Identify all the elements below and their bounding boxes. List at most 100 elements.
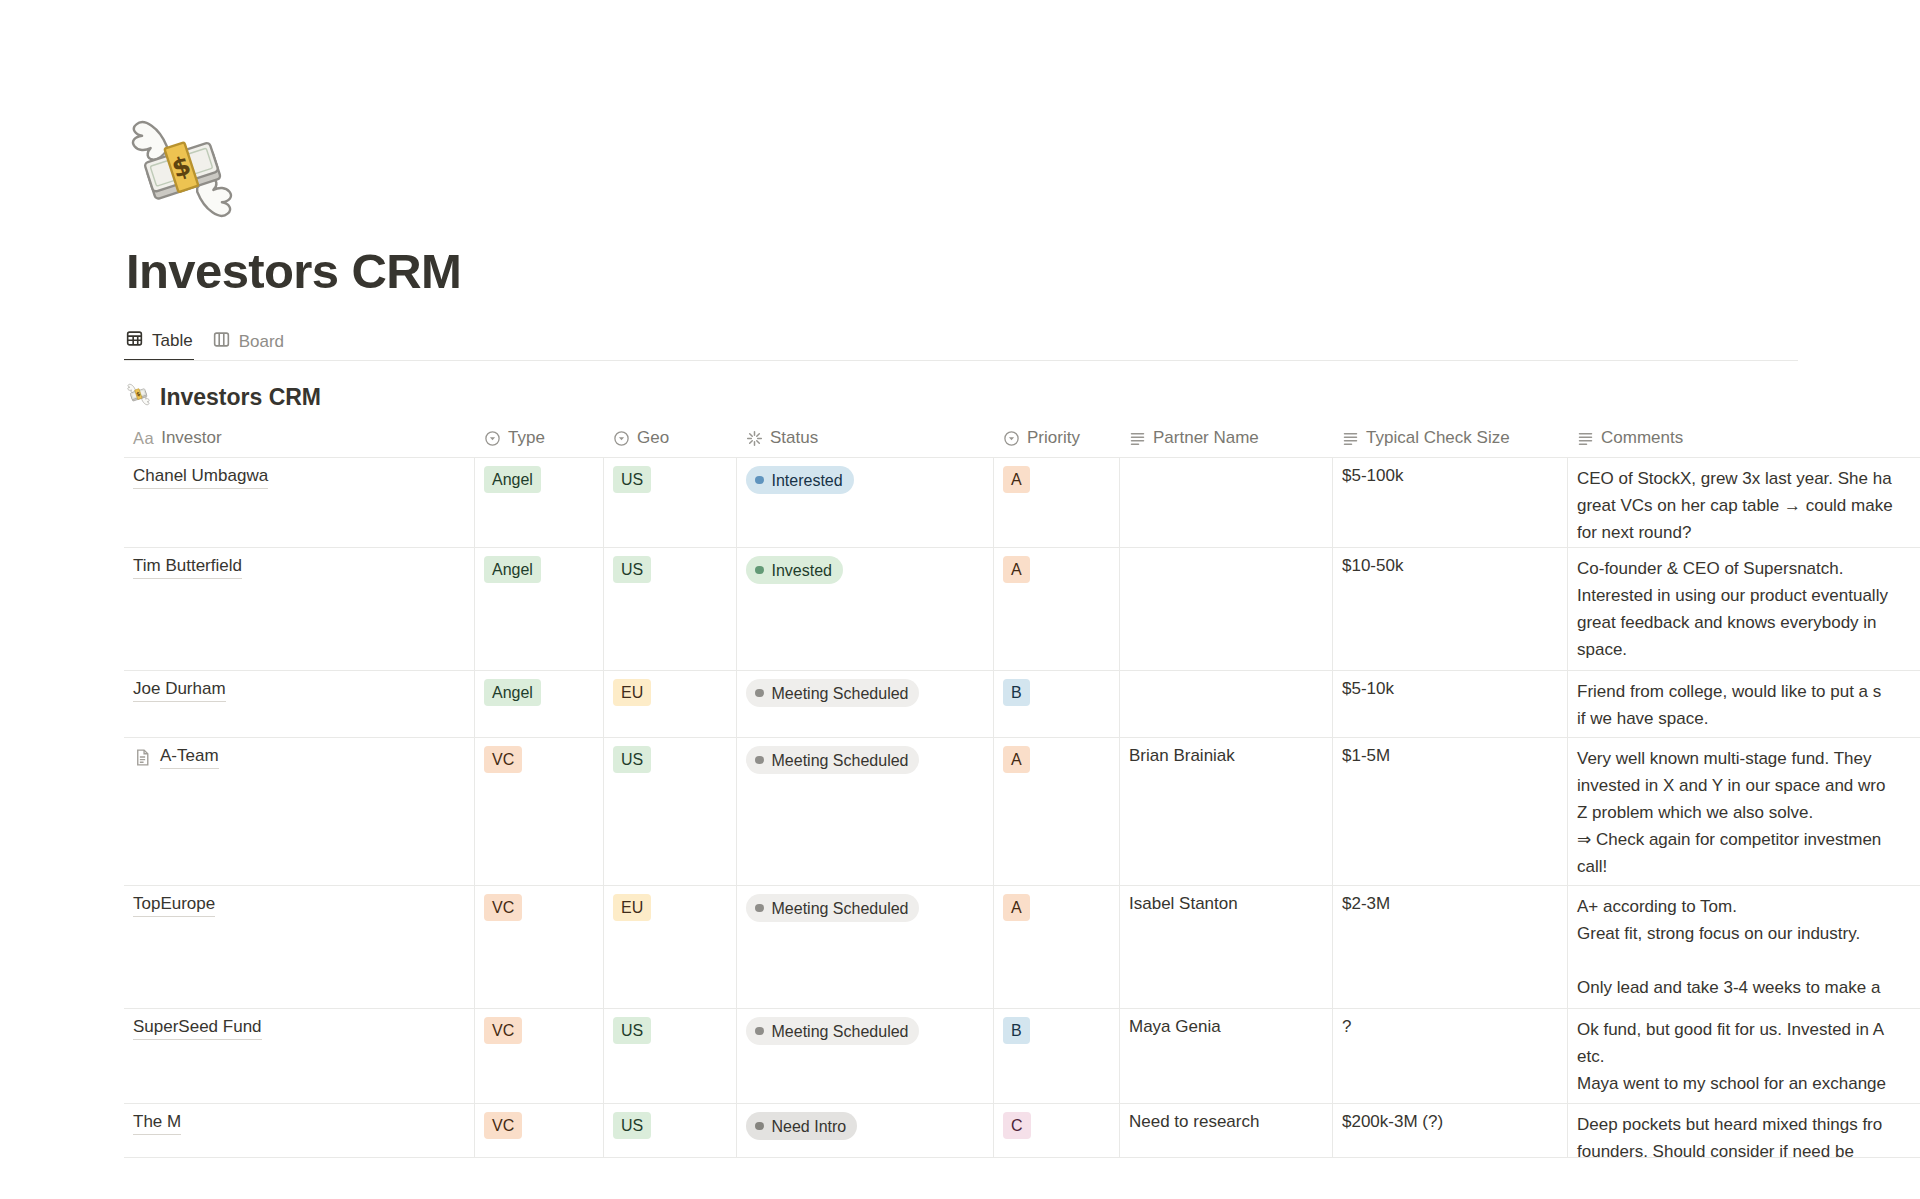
priority-cell[interactable]: A [994,738,1120,885]
type-cell[interactable]: Angel [475,548,604,670]
geo-cell[interactable]: US [604,458,737,547]
investor-cell[interactable]: TopEurope [124,886,475,1008]
status-cell[interactable]: Meeting Scheduled [737,1009,994,1103]
bottom-mask [0,1158,1920,1199]
status-cell[interactable]: Meeting Scheduled [737,671,994,737]
geo-cell[interactable]: EU [604,671,737,737]
partner-name-cell[interactable]: Isabel Stanton [1120,886,1333,1008]
investor-cell[interactable]: Tim Butterfield [124,548,475,670]
comments-cell[interactable]: A+ according to Tom.Great fit, strong fo… [1568,886,1920,1008]
priority-cell[interactable]: B [994,671,1120,737]
status-label: Need Intro [772,1116,847,1137]
geo-cell[interactable]: US [604,1009,737,1103]
column-header-typical-check-size[interactable]: Typical Check Size [1333,419,1568,457]
partner-name: Need to research [1129,1112,1259,1131]
status-dot [755,689,764,698]
table-row: TopEurope VC EUMeeting ScheduledAIsabel St… [124,886,1920,1009]
comment-line: Ok fund, but good fit for us. Invested i… [1577,1016,1920,1043]
comment-line: Great fit, strong focus on our industry. [1577,920,1920,947]
check-size-cell[interactable]: $10-50k [1333,548,1568,670]
investor-cell[interactable]: A-Team [124,738,475,885]
table-view-icon [125,329,144,353]
column-header-status[interactable]: Status [737,419,994,457]
investor-name: Chanel Umbagwa [133,466,268,489]
status-label: Interested [772,470,843,491]
tab-board[interactable]: Board [211,322,285,361]
priority-cell[interactable]: A [994,458,1120,547]
check-size-cell[interactable]: $5-10k [1333,671,1568,737]
column-header-label: Status [770,428,818,448]
column-header-label: Geo [637,428,669,448]
check-size-cell[interactable]: $5-100k [1333,458,1568,547]
geo-cell[interactable]: US [604,548,737,670]
type-cell[interactable]: VC [475,1009,604,1103]
status-label: Invested [772,560,832,581]
collection-title[interactable]: $ Investors CRM [126,382,321,413]
status-cell[interactable]: Meeting Scheduled [737,738,994,885]
column-header-investor[interactable]: AaInvestor [124,419,475,457]
partner-name-cell[interactable] [1120,458,1333,547]
check-size-cell[interactable]: ? [1333,1009,1568,1103]
check-size-value: $5-10k [1342,679,1394,698]
column-header-label: Priority [1027,428,1080,448]
type-tag: VC [484,894,522,921]
type-cell[interactable]: VC [475,886,604,1008]
partner-name-cell[interactable]: Brian Brainiak [1120,738,1333,885]
partner-name-cell[interactable]: Maya Genia [1120,1009,1333,1103]
type-cell[interactable]: Angel [475,458,604,547]
comments-cell[interactable]: Ok fund, but good fit for us. Invested i… [1568,1009,1920,1103]
comments-cell[interactable]: Very well known multi-stage fund. Theyin… [1568,738,1920,885]
money-with-wings-icon[interactable]: $ [125,112,239,226]
geo-cell[interactable]: EU [604,886,737,1008]
status-cell[interactable]: Invested [737,548,994,670]
tab-table[interactable]: Table [124,322,194,361]
investor-name: Tim Butterfield [133,556,242,579]
column-header-partner-name[interactable]: Partner Name [1120,419,1333,457]
comments-cell[interactable]: Friend from college, would like to put a… [1568,671,1920,737]
partner-name-cell[interactable] [1120,548,1333,670]
geo-cell[interactable]: US [604,738,737,885]
comment-line: Deep pockets but heard mixed things fro [1577,1111,1920,1138]
comment-line: great feedback and knows everybody in [1577,609,1920,636]
investors-table: AaInvestorType Geo Status Priority Partner N… [124,419,1920,1174]
comment-line: etc. [1577,1043,1920,1070]
type-cell[interactable]: Angel [475,671,604,737]
type-tag: VC [484,1112,522,1139]
column-header-comments[interactable]: Comments [1568,419,1920,457]
investor-title[interactable]: Tim Butterfield [133,556,242,579]
investor-cell[interactable]: Chanel Umbagwa [124,458,475,547]
investor-cell[interactable]: SuperSeed Fund [124,1009,475,1103]
investor-cell[interactable]: Joe Durham [124,671,475,737]
comment-line: if we have space. [1577,705,1920,732]
geo-tag: US [613,466,651,493]
geo-tag: EU [613,679,651,706]
investor-title[interactable]: The M [133,1112,181,1135]
status-cell[interactable]: Interested [737,458,994,547]
status-dot [755,476,764,485]
type-cell[interactable]: VC [475,738,604,885]
priority-tag: C [1003,1112,1031,1139]
tabs-divider [124,360,1798,361]
investor-title[interactable]: SuperSeed Fund [133,1017,262,1040]
column-header-type[interactable]: Type [475,419,604,457]
column-header-priority[interactable]: Priority [994,419,1120,457]
comments-cell[interactable]: Co-founder & CEO of Supersnatch.Interest… [1568,548,1920,670]
page-title[interactable]: Investors CRM [126,243,461,299]
column-header-geo[interactable]: Geo [604,419,737,457]
comment-line: ⇒ Check again for competitor investmen [1577,826,1920,853]
text-icon [1342,430,1359,447]
priority-tag: A [1003,556,1030,583]
geo-tag: US [613,746,651,773]
investor-title[interactable]: TopEurope [133,894,215,917]
priority-cell[interactable]: A [994,886,1120,1008]
comments-cell[interactable]: CEO of StockX, grew 3x last year. She ha… [1568,458,1920,547]
investor-title[interactable]: Joe Durham [133,679,226,702]
check-size-cell[interactable]: $1-5M [1333,738,1568,885]
partner-name-cell[interactable] [1120,671,1333,737]
priority-cell[interactable]: B [994,1009,1120,1103]
check-size-cell[interactable]: $2-3M [1333,886,1568,1008]
status-cell[interactable]: Meeting Scheduled [737,886,994,1008]
priority-cell[interactable]: A [994,548,1120,670]
investor-title[interactable]: A-Team [133,746,219,769]
investor-title[interactable]: Chanel Umbagwa [133,466,268,489]
